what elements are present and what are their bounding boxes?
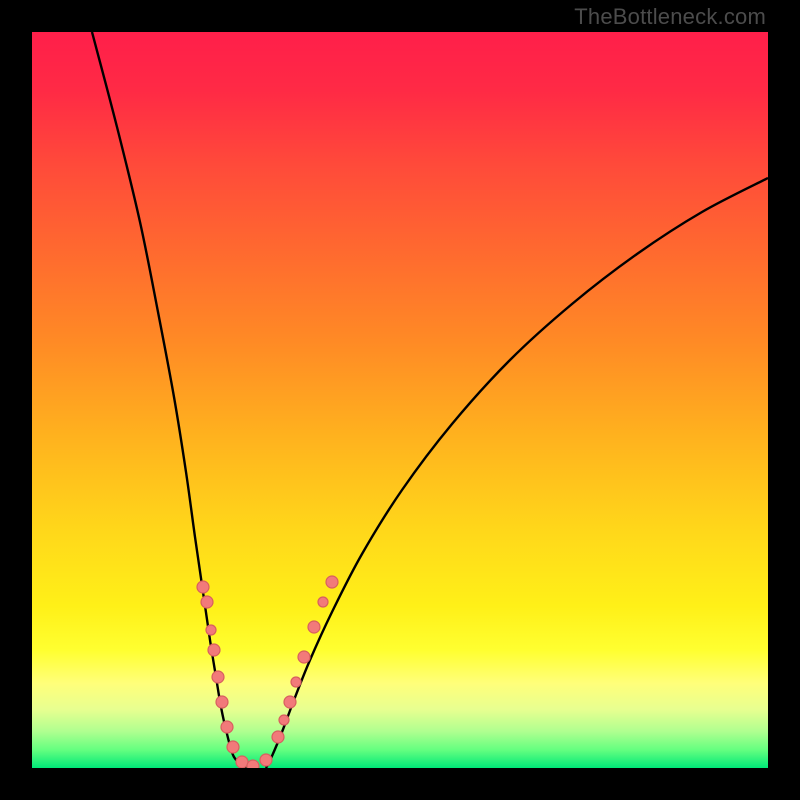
chart-frame: TheBottleneck.com <box>0 0 800 800</box>
marker-dot <box>208 644 220 656</box>
marker-dot <box>284 696 296 708</box>
marker-group <box>197 576 338 768</box>
marker-dot <box>260 754 272 766</box>
curve-left <box>92 32 246 768</box>
marker-dot <box>221 721 233 733</box>
curve-right <box>266 178 768 768</box>
marker-dot <box>212 671 224 683</box>
marker-dot <box>326 576 338 588</box>
plot-area <box>32 32 768 768</box>
marker-dot <box>308 621 320 633</box>
marker-dot <box>236 756 248 768</box>
marker-dot <box>279 715 289 725</box>
marker-dot <box>197 581 209 593</box>
marker-dot <box>216 696 228 708</box>
marker-dot <box>227 741 239 753</box>
marker-dot <box>298 651 310 663</box>
marker-dot <box>206 625 216 635</box>
watermark-label: TheBottleneck.com <box>574 4 766 30</box>
marker-dot <box>247 760 259 768</box>
marker-dot <box>201 596 213 608</box>
marker-dot <box>291 677 301 687</box>
curves-layer <box>32 32 768 768</box>
marker-dot <box>318 597 328 607</box>
marker-dot <box>272 731 284 743</box>
